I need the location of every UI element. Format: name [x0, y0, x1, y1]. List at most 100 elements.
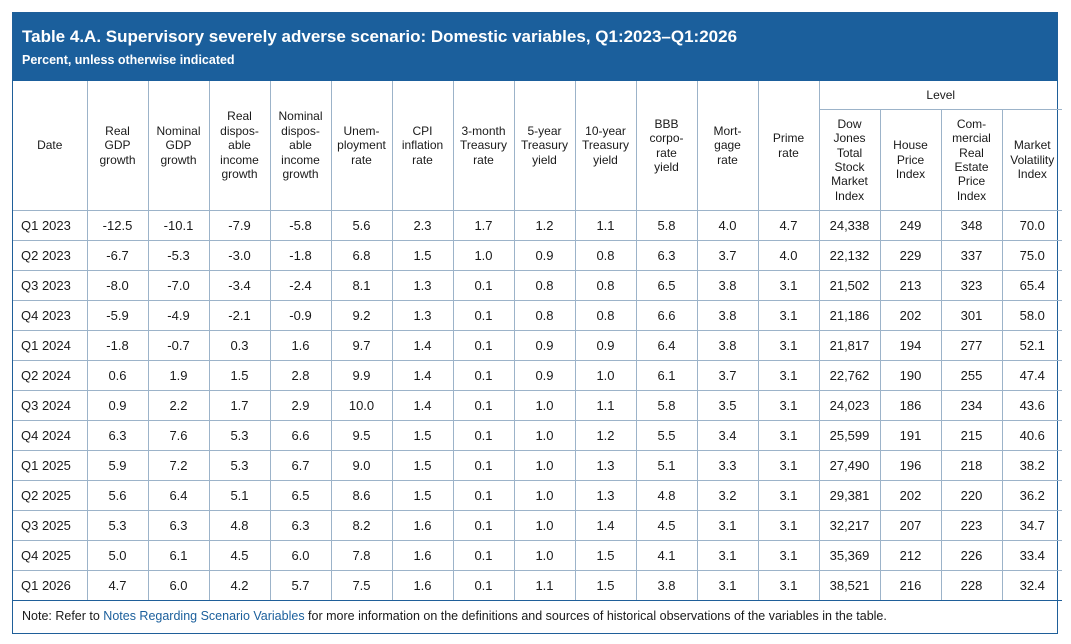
- table-cell: 0.8: [575, 300, 637, 331]
- table-cell: 58.0: [1002, 300, 1062, 331]
- table-cell: 3.5: [697, 390, 759, 421]
- table-cell: 0.8: [514, 270, 576, 301]
- row-date-cell: Q2 2023: [13, 240, 88, 271]
- level-group-header: Level: [819, 81, 1062, 110]
- table-cell: 9.0: [331, 450, 393, 481]
- column-header-line: Index: [1017, 167, 1047, 182]
- table-cell: 0.1: [453, 300, 515, 331]
- table-row: Q1 2023 -12.5 -10.1 -7.9 -5.8 5.6 2.3 1.7 1.2 1.1…: [13, 210, 1062, 241]
- table-cell: 6.3: [270, 510, 332, 541]
- column-header: Real dispos-able income growth: [209, 81, 271, 211]
- table-row: Q2 2023 -6.7 -5.3 -3.0 -1.8 6.8 1.5 1.0 0.9 0.8 6.…: [13, 240, 1062, 271]
- column-header-line: growth: [99, 152, 136, 167]
- table-cell: 9.9: [331, 360, 393, 391]
- column-header-line: Index: [834, 188, 865, 203]
- table-row: Q1 2026 4.7 6.0 4.2 5.7 7.5 1.6 0.1 1.1 1.5 3.8 3.1…: [13, 570, 1062, 601]
- table-cell: -12.5: [87, 210, 149, 241]
- table-row: Q4 2023 -5.9 -4.9 -2.1 -0.9 9.2 1.3 0.1 0.8 0.8 6.…: [13, 300, 1062, 331]
- table-cell: 301: [941, 300, 1003, 331]
- table-cell: 5.8: [636, 390, 698, 421]
- table-cell: 207: [880, 510, 942, 541]
- table-cell: 1.2: [514, 210, 576, 241]
- table-cell: 1.5: [575, 570, 637, 601]
- table-cell: 0.1: [453, 570, 515, 601]
- table-cell: 1.7: [453, 210, 515, 241]
- column-header-line: Dow Jones: [833, 116, 866, 146]
- table-cell: 75.0: [1002, 240, 1062, 271]
- table-row: Q3 2023 -8.0 -7.0 -3.4 -2.4 8.1 1.3 0.1 0.8 0.8 6.…: [13, 270, 1062, 301]
- table-cell: 228: [941, 570, 1003, 601]
- column-header: 5-year Treasury yield: [514, 81, 576, 211]
- row-date-cell: Q1 2023: [13, 210, 88, 241]
- table-cell: 5.3: [209, 420, 271, 451]
- table-row: Q1 2024 -1.8 -0.7 0.3 1.6 9.7 1.4 0.1 0.9 0.9 6.4 3…: [13, 330, 1062, 361]
- table-cell: 3.8: [697, 330, 759, 361]
- column-header-line: able: [228, 138, 251, 153]
- table-cell: 6.4: [148, 480, 210, 511]
- table-cell: 6.7: [270, 450, 332, 481]
- table-cell: -5.3: [148, 240, 210, 271]
- table-cell: -3.4: [209, 270, 271, 301]
- table-cell: 6.6: [636, 300, 698, 331]
- table-cell: 33.4: [1002, 540, 1062, 571]
- table-cell: 3.1: [758, 330, 820, 361]
- table-cell: 3.1: [758, 480, 820, 511]
- table-cell: -1.8: [87, 330, 149, 361]
- table-cell: 255: [941, 360, 1003, 391]
- table-cell: 21,817: [819, 330, 881, 361]
- table-cell: -3.0: [209, 240, 271, 271]
- column-header-line: able: [289, 138, 312, 153]
- notes-regarding-scenario-variables-link[interactable]: Notes Regarding Scenario Variables: [103, 609, 305, 623]
- table-cell: 29,381: [819, 480, 881, 511]
- table-cell: 202: [880, 300, 942, 331]
- table-cell: 2.8: [270, 360, 332, 391]
- column-header-line: Real: [959, 145, 984, 160]
- table-cell: -4.9: [148, 300, 210, 331]
- table-cell: 4.2: [209, 570, 271, 601]
- table-note: Note: Refer to Notes Regarding Scenario …: [22, 609, 887, 623]
- table-cell: 38.2: [1002, 450, 1062, 481]
- table-cell: 0.1: [453, 450, 515, 481]
- table-cell: 65.4: [1002, 270, 1062, 301]
- table-cell: 186: [880, 390, 942, 421]
- table-cell: 21,186: [819, 300, 881, 331]
- table-cell: 5.6: [87, 480, 149, 511]
- table-cell: 3.1: [697, 540, 759, 571]
- table-cell: 3.8: [697, 300, 759, 331]
- column-header-line: Price: [896, 152, 925, 167]
- column-header-line: Nominal: [278, 109, 323, 124]
- table-cell: 4.8: [636, 480, 698, 511]
- table-cell: 3.1: [758, 570, 820, 601]
- row-date-cell: Q1 2026: [13, 570, 88, 601]
- column-header-line: CPI: [412, 123, 433, 138]
- table-cell: 6.6: [270, 420, 332, 451]
- table-cell: 9.5: [331, 420, 393, 451]
- column-header-line: gage: [714, 138, 741, 153]
- column-header-line: Market: [1013, 138, 1051, 153]
- column-header: BBB corpo-rate yield: [636, 81, 698, 211]
- table-cell: 213: [880, 270, 942, 301]
- table-frame: Table 4.A. Supervisory severely adverse …: [12, 12, 1062, 634]
- column-header-line: rate: [412, 152, 433, 167]
- column-header-line: Total: [836, 145, 863, 160]
- column-header: Mort-gage rate: [697, 81, 759, 211]
- column-header-line: mercial: [952, 131, 991, 146]
- table-cell: 196: [880, 450, 942, 481]
- column-header-line: House: [893, 138, 928, 153]
- column-header-line: yield: [593, 152, 618, 167]
- table-cell: 32,217: [819, 510, 881, 541]
- table-cell: 8.2: [331, 510, 393, 541]
- table-cell: 6.3: [148, 510, 210, 541]
- column-header-line: Price: [957, 174, 986, 189]
- table-cell: -7.0: [148, 270, 210, 301]
- column-header-line: rate: [656, 145, 677, 160]
- table-cell: 6.5: [636, 270, 698, 301]
- table-cell: -5.8: [270, 210, 332, 241]
- table-cell: 6.0: [270, 540, 332, 571]
- column-header-line: growth: [221, 167, 258, 182]
- table-cell: 5.0: [87, 540, 149, 571]
- column-header-line: Stock: [834, 160, 865, 174]
- column-header-line: ployment: [337, 138, 386, 153]
- column-header-line: Treasury: [582, 138, 629, 153]
- table-cell: 4.1: [636, 540, 698, 571]
